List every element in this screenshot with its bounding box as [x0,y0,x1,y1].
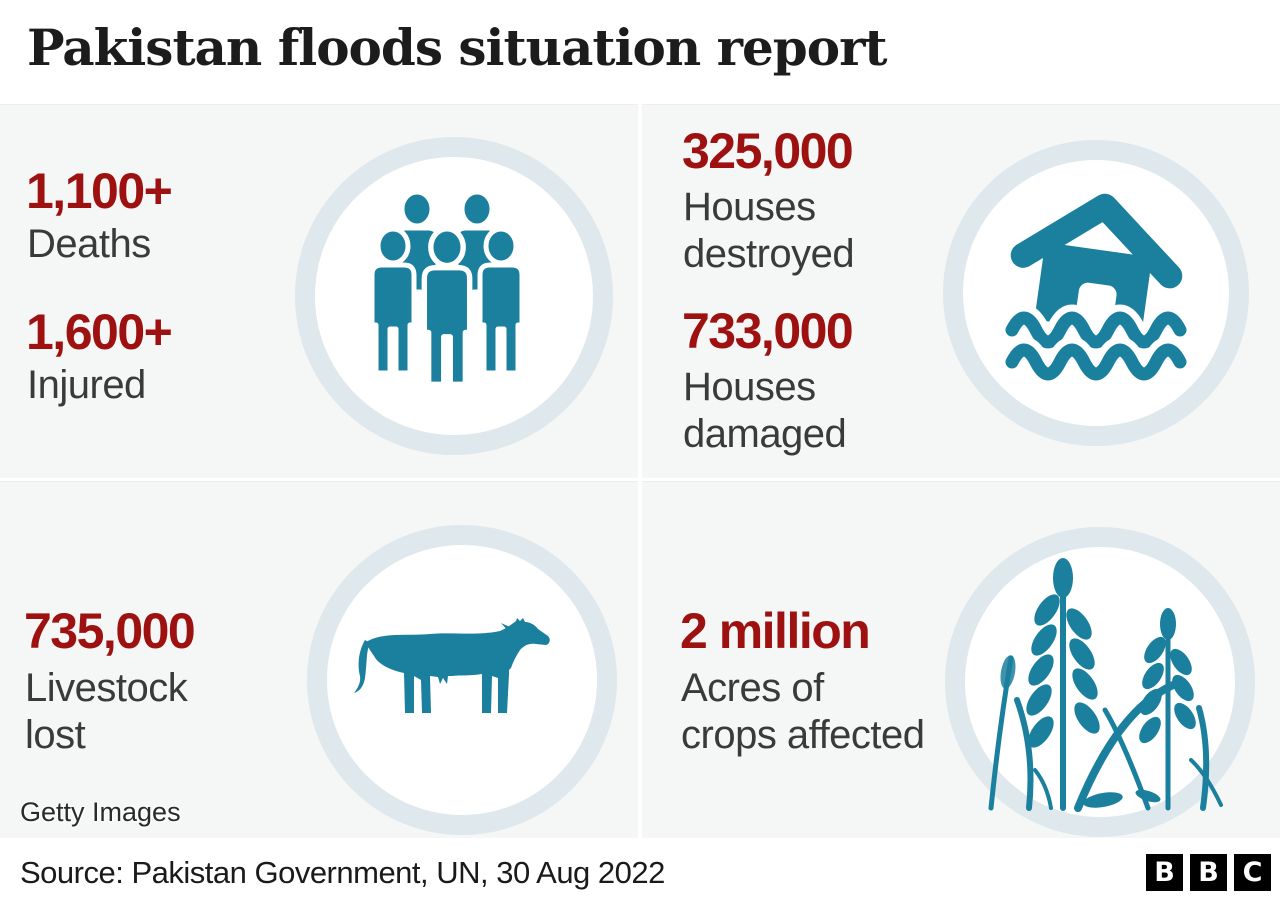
injured-value: 1,600+ [26,304,173,360]
bbc-logo: B B C [1146,854,1271,891]
livestock-label: Livestock lost [25,666,188,757]
bbc-logo-block-b1: B [1146,854,1183,891]
houses-destroyed-value: 325,000 [682,123,854,179]
crops-label: Acres of crops affected [681,666,925,757]
cow-icon [354,618,550,713]
injured-label: Injured [27,363,146,407]
houses-damaged-value: 733,000 [682,303,854,359]
bbc-logo-block-c: C [1234,854,1271,891]
livestock-value: 735,000 [24,603,196,659]
deaths-value: 1,100+ [26,163,173,219]
page-title: Pakistan floods situation report [27,18,888,77]
flooded-house-icon [1000,193,1194,385]
bbc-logo-block-b2: B [1190,854,1227,891]
people-icon [339,192,569,388]
image-credit: Getty Images [20,797,181,827]
houses-destroyed-label: Houses destroyed [683,185,855,276]
source-text: Source: Pakistan Government, UN, 30 Aug … [20,855,665,890]
crops-value: 2 million [680,603,871,659]
deaths-label: Deaths [27,222,151,266]
houses-damaged-label: Houses damaged [683,365,847,456]
wheat-icon [988,558,1223,812]
